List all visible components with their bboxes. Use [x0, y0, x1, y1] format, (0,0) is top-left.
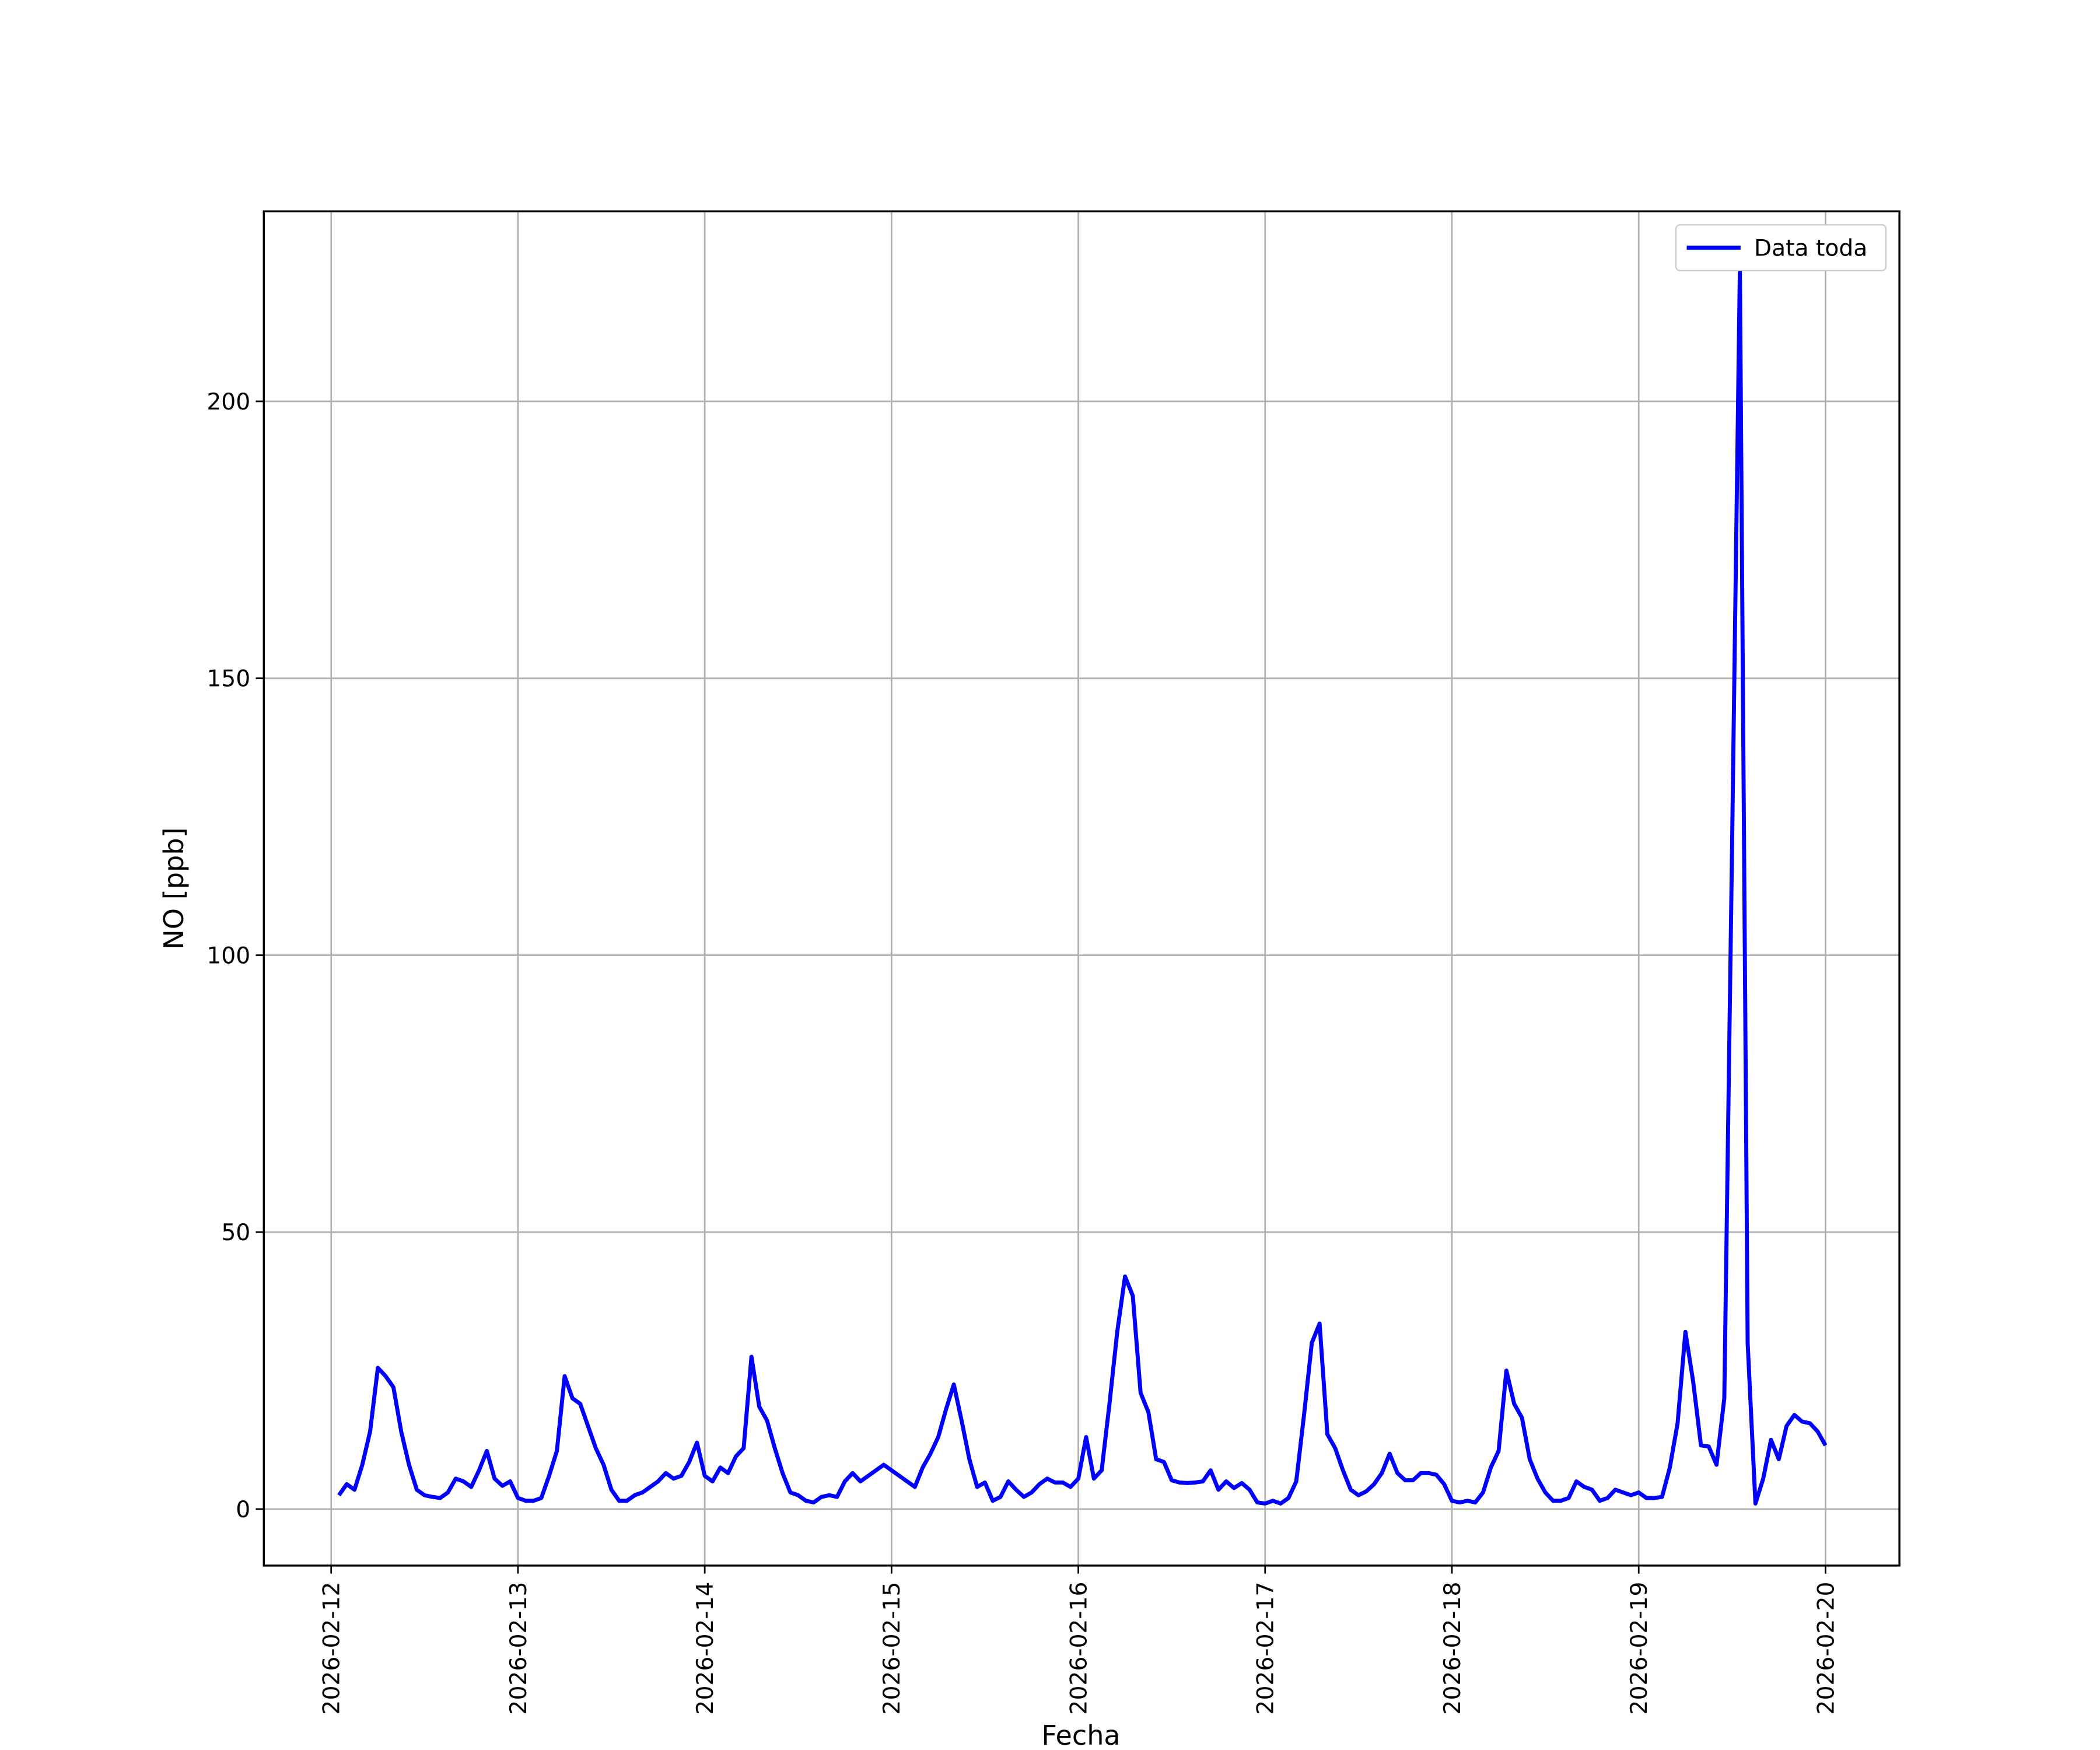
legend-box	[1675, 224, 1887, 271]
x-tick-label: 2026-02-13	[506, 1582, 532, 1715]
x-tick-label: 2026-02-19	[1626, 1582, 1653, 1715]
y-tick-label: 200	[206, 389, 250, 415]
legend: Data toda	[1675, 224, 1887, 271]
x-tick-label: 2026-02-20	[1813, 1582, 1839, 1715]
x-tick-label: 2026-02-15	[879, 1582, 905, 1715]
y-tick-label: 150	[206, 666, 250, 692]
data-line	[337, 266, 1828, 1506]
y-axis-label: NO [ppb]	[158, 827, 190, 949]
x-tick-label: 2026-02-14	[692, 1582, 719, 1715]
x-axis-label: Fecha	[1041, 1720, 1120, 1750]
y-tick-label: 0	[236, 1497, 250, 1523]
x-tick-label: 2026-02-16	[1066, 1582, 1092, 1715]
plot-frame	[262, 210, 1901, 1567]
y-tick-label: 50	[221, 1220, 250, 1246]
x-tick-label: 2026-02-18	[1440, 1582, 1466, 1715]
legend-label: Data toda	[1754, 235, 1867, 261]
x-tick-label: 2026-02-12	[319, 1582, 345, 1715]
y-tick-label: 100	[206, 943, 250, 969]
x-tick-label: 2026-02-17	[1253, 1582, 1279, 1715]
